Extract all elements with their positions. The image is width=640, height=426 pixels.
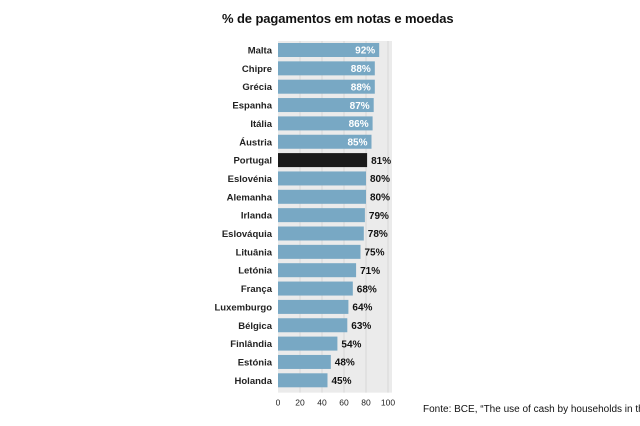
value-label: 48% (335, 358, 355, 369)
x-tick-label: 40 (317, 398, 327, 408)
value-label: 63% (351, 321, 371, 332)
category-label: Lituânia (236, 247, 273, 258)
category-label: Eslovénia (228, 174, 273, 185)
value-label: 64% (352, 303, 372, 314)
value-label: 80% (370, 193, 390, 204)
bar (278, 318, 348, 333)
value-label: 45% (332, 376, 352, 387)
category-label: Malta (248, 46, 273, 57)
bar (278, 116, 373, 131)
bar (278, 98, 374, 113)
value-label: 54% (341, 339, 361, 350)
bar (278, 153, 368, 168)
value-label: 88% (351, 82, 371, 93)
bar (278, 189, 366, 204)
category-label: Chipre (242, 64, 272, 75)
x-tick-label: 80 (361, 398, 371, 408)
value-label: 79% (369, 211, 389, 222)
category-label: Grécia (242, 82, 272, 93)
category-label: Alemanha (227, 192, 273, 203)
bar (278, 373, 328, 388)
source-note: Fonte: BCE, “The use of cash by househol… (423, 404, 640, 415)
bar (278, 171, 366, 186)
value-label: 85% (347, 137, 367, 148)
bar (278, 61, 375, 76)
category-label: Holanda (235, 376, 273, 387)
x-tick-label: 60 (339, 398, 349, 408)
category-label: Eslováquia (222, 229, 273, 240)
chart-title: % de pagamentos em notas e moedas (222, 11, 454, 26)
bar (278, 208, 365, 223)
x-tick-label: 100 (381, 398, 395, 408)
value-label: 92% (355, 46, 375, 57)
category-label: Letónia (238, 266, 272, 277)
x-tick-label: 20 (295, 398, 305, 408)
category-label: Portugal (233, 156, 272, 167)
value-label: 88% (351, 64, 371, 75)
category-label: Irlanda (241, 211, 273, 222)
category-label: Áustria (239, 137, 272, 148)
category-label: Estónia (238, 357, 273, 368)
value-label: 87% (350, 101, 370, 112)
category-label: Finlândia (230, 339, 272, 350)
value-label: 75% (365, 248, 385, 259)
x-tick-label: 0 (276, 398, 281, 408)
value-label: 80% (370, 174, 390, 185)
bar (278, 244, 361, 259)
category-label: Luxemburgo (214, 302, 272, 313)
bar (278, 354, 331, 369)
bar (278, 263, 357, 278)
category-label: Itália (250, 119, 272, 130)
bar (278, 79, 375, 94)
category-label: Espanha (232, 101, 272, 112)
value-label: 71% (360, 266, 380, 277)
category-label: Bélgica (238, 321, 273, 332)
category-label: França (241, 284, 273, 295)
bar (278, 336, 338, 351)
value-label: 81% (371, 156, 391, 167)
bar (278, 281, 353, 296)
value-label: 78% (368, 229, 388, 240)
value-label: 86% (349, 119, 369, 130)
value-label: 68% (357, 284, 377, 295)
bar (278, 43, 380, 57)
bar (278, 299, 349, 314)
bar (278, 226, 364, 241)
bar (278, 134, 372, 149)
